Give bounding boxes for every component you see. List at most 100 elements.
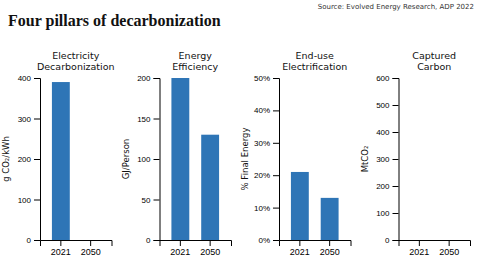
tick-mark <box>60 240 61 246</box>
tick: 200 <box>376 182 398 191</box>
panel-title: End-useElectrification <box>282 50 347 72</box>
title: Four pillars of decarbonization <box>8 12 221 30</box>
axis-line <box>34 79 41 241</box>
axis-line <box>393 79 400 241</box>
tick-label: 2050 <box>81 247 101 257</box>
tick: 2050 <box>81 240 101 257</box>
tick-label: 2021 <box>409 247 429 257</box>
tick-label: 100 <box>137 155 151 164</box>
tick-mark <box>449 240 450 246</box>
tick-label: 400 <box>376 128 390 137</box>
tick-mark <box>393 213 399 214</box>
tick: 200 <box>18 155 40 164</box>
y-axis: 0100200300400500600 <box>376 74 399 245</box>
panel-title: ElectricityDecarbonization <box>37 50 115 72</box>
panel-title-line: Electricity <box>52 50 100 61</box>
tick: 2050 <box>320 240 340 257</box>
tick: 30% <box>254 139 279 148</box>
tick-label: 2050 <box>200 247 220 257</box>
panel: 010020030040050060020212050MtCO₂Captured… <box>360 50 471 257</box>
tick-mark <box>273 110 279 111</box>
tick: 2021 <box>51 240 71 257</box>
tick-label: 2050 <box>320 247 340 257</box>
tick-mark <box>34 159 40 160</box>
tick-label: 200 <box>376 182 390 191</box>
tick-mark <box>393 186 399 187</box>
y-axis-title: GJ/Person <box>121 139 131 180</box>
tick-label: 200 <box>137 74 151 83</box>
y-axis: 050100150200 <box>137 74 160 245</box>
tick-mark <box>393 105 399 106</box>
tick: 300 <box>376 155 398 164</box>
tick-mark <box>299 240 300 246</box>
tick-label: 500 <box>376 101 390 110</box>
tick-label: 50 <box>142 196 151 205</box>
tick: 400 <box>376 128 398 137</box>
tick: 2021 <box>290 240 310 257</box>
tick: 2050 <box>200 240 220 257</box>
panel: 05010015020020212050GJ/PersonEnergyEffic… <box>121 50 232 257</box>
tick-mark <box>34 200 40 201</box>
tick-label: 2021 <box>51 247 71 257</box>
tick: 10% <box>254 204 279 213</box>
tick-mark <box>393 159 399 160</box>
tick-mark <box>90 240 91 246</box>
axis-line <box>273 79 280 241</box>
tick-mark <box>154 159 160 160</box>
panel: 010020030040020212050g CO₂/kWhElectricit… <box>1 50 115 257</box>
tick: 20% <box>254 171 279 180</box>
tick-label: 0% <box>258 236 270 245</box>
tick-label: 40% <box>254 106 270 115</box>
y-axis: 0% 10% 20% 30% 40% 50% <box>254 74 280 245</box>
tick-label: 10% <box>254 204 270 213</box>
tick-mark <box>273 175 279 176</box>
tick: 600 <box>376 74 398 83</box>
tick-label: 2021 <box>170 247 190 257</box>
tick: 0 <box>146 236 159 245</box>
tick-mark <box>419 240 420 246</box>
tick-label: 2021 <box>290 247 310 257</box>
tick-label: 100 <box>18 196 32 205</box>
tick-label: 0 <box>27 236 32 245</box>
tick-mark <box>329 240 330 246</box>
panel: 0%10%20%30%40%50%20212050% Final EnergyE… <box>240 50 351 257</box>
axis-line <box>280 241 352 247</box>
tick-mark <box>154 240 160 241</box>
bar <box>82 240 100 241</box>
tick-mark <box>34 119 40 120</box>
tick: 50% <box>254 74 279 83</box>
axis-line <box>160 241 232 247</box>
y-axis-title: MtCO₂ <box>360 146 370 173</box>
tick: 300 <box>18 115 40 124</box>
tick: 500 <box>376 101 398 110</box>
tick-mark <box>154 200 160 201</box>
tick: 100 <box>137 155 159 164</box>
tick: 2021 <box>409 240 429 257</box>
tick-label: 0 <box>385 236 390 245</box>
tick-mark <box>273 143 279 144</box>
tick: 400 <box>18 74 40 83</box>
x-axis: 2021 2050 <box>41 240 113 257</box>
x-axis: 2021 2050 <box>160 240 232 257</box>
tick-mark <box>393 132 399 133</box>
tick: 2050 <box>439 240 459 257</box>
tick-mark <box>34 240 40 241</box>
tick: 2021 <box>170 240 190 257</box>
bars <box>291 172 339 240</box>
bar <box>321 198 339 240</box>
tick-label: 2050 <box>439 247 459 257</box>
tick-label: 20% <box>254 171 270 180</box>
panel-title-line: Captured <box>412 50 456 61</box>
tick-mark <box>34 78 40 79</box>
tick-mark <box>273 78 279 79</box>
x-axis: 2021 2050 <box>280 240 352 257</box>
source-note: Source: Evolved Energy Research, ADP 202… <box>318 3 474 11</box>
tick: 200 <box>137 74 159 83</box>
x-axis: 2021 2050 <box>399 240 471 257</box>
tick-mark <box>154 78 160 79</box>
tick: 100 <box>18 196 40 205</box>
tick-mark <box>180 240 181 246</box>
tick-label: 300 <box>18 115 32 124</box>
tick: 50 <box>142 196 160 205</box>
tick-mark <box>393 240 399 241</box>
